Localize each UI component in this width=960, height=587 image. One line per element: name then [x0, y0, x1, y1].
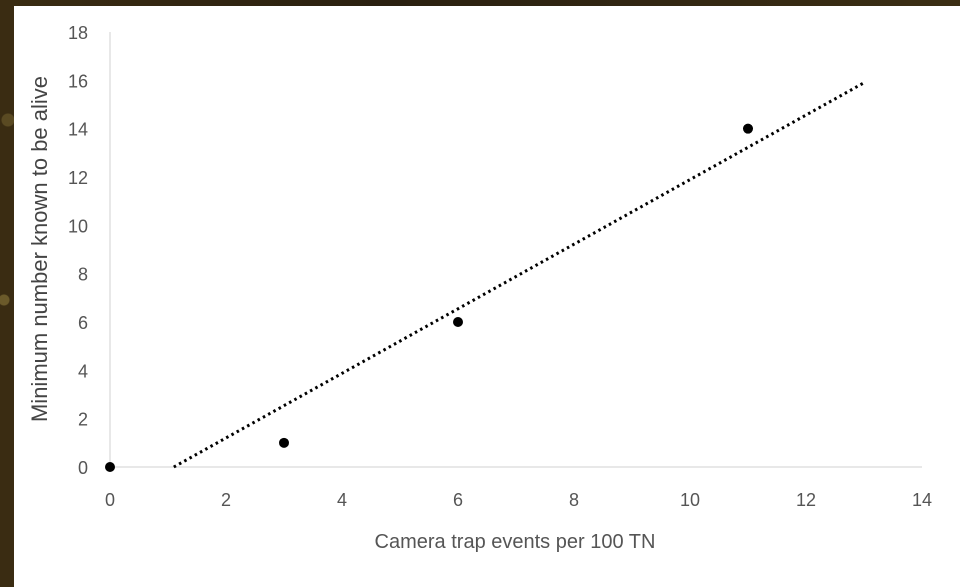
y-tick-label: 12 [68, 168, 88, 188]
y-tick-label: 10 [68, 216, 88, 236]
y-tick-label: 14 [68, 120, 88, 140]
y-tick-label: 0 [78, 458, 88, 478]
x-tick-label: 12 [796, 490, 816, 510]
y-axis-label: Minimum number known to be alive [27, 76, 52, 422]
x-tick-label: 2 [221, 490, 231, 510]
y-tick-label: 4 [78, 361, 88, 381]
x-tick-label: 10 [680, 490, 700, 510]
x-tick-label: 4 [337, 490, 347, 510]
x-tick-labels: 0 2 4 6 8 10 12 14 [105, 490, 932, 510]
data-points [105, 123, 753, 472]
y-tick-label: 18 [68, 23, 88, 43]
y-tick-label: 8 [78, 265, 88, 285]
data-point [743, 123, 753, 134]
x-tick-label: 0 [105, 490, 115, 510]
data-point [453, 317, 463, 327]
x-tick-label: 6 [453, 490, 463, 510]
y-tick-label: 6 [78, 313, 88, 333]
y-tick-label: 2 [78, 410, 88, 430]
data-point [105, 462, 115, 472]
x-tick-label: 14 [912, 490, 932, 510]
trendline [173, 81, 865, 469]
x-tick-label: 8 [569, 490, 579, 510]
y-tick-labels: 0 2 4 6 8 10 12 14 16 18 [68, 23, 88, 478]
data-point [279, 437, 289, 448]
chart-panel [14, 6, 960, 587]
y-tick-label: 16 [68, 71, 88, 91]
x-axis-label: Camera trap events per 100 TN [375, 531, 656, 553]
